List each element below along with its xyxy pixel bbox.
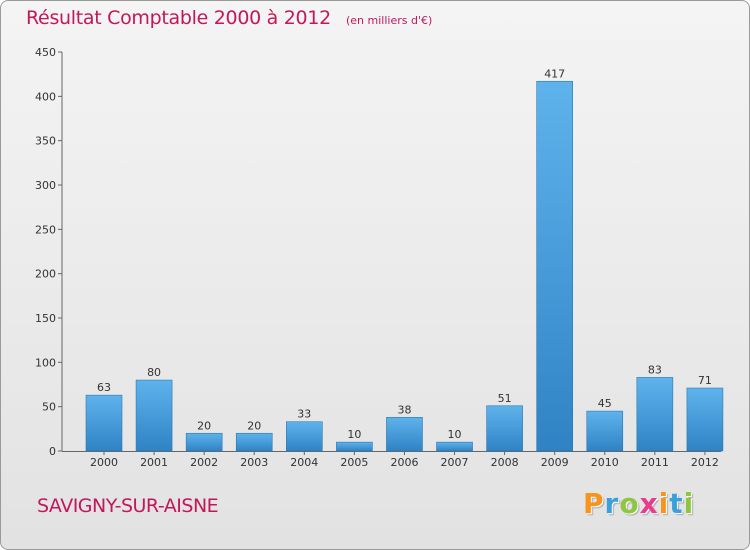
data-label: 51 [498,392,512,405]
bar [235,432,273,452]
x-tick-label: 2012 [691,456,719,469]
y-tick-label: 350 [35,135,56,148]
proxiti-logo: Proxiti [583,487,694,520]
bar [185,432,223,452]
data-label: 80 [147,366,161,379]
bar [536,80,573,452]
bar [286,421,323,452]
bar [686,387,724,452]
bar [386,417,423,452]
bar [135,379,173,452]
brand-letter: r [604,487,620,520]
brand-letter: o [619,487,640,520]
y-tick-label: 150 [35,312,56,325]
brand-letter: i [658,487,670,520]
x-tick-label: 2009 [541,456,569,469]
data-label: 38 [397,403,411,416]
bar [586,410,624,452]
data-label: 45 [598,397,612,410]
bar [436,441,473,452]
bar [636,377,674,452]
brand-letter: t [669,487,684,520]
brand-letter: i [683,487,695,520]
chart-title: Résultat Comptable 2000 à 2012 [26,7,331,29]
y-tick-label: 300 [35,179,56,192]
bar [486,405,523,452]
y-tick-label: 50 [42,401,56,414]
x-tick-label: 2003 [240,456,268,469]
x-tick-label: 2008 [491,456,519,469]
data-label: 83 [648,363,662,376]
x-tick-label: 2004 [290,456,318,469]
y-tick-label: 450 [35,46,56,59]
data-label: 33 [297,408,311,421]
bar [85,394,123,452]
data-label: 10 [448,428,462,441]
y-tick-label: 100 [35,356,56,369]
data-label: 20 [247,419,261,432]
title-row: Résultat Comptable 2000 à 2012 (en milli… [26,7,432,29]
data-label: 417 [544,67,565,80]
x-tick-label: 2010 [591,456,619,469]
data-label: 71 [698,374,712,387]
data-label: 20 [197,419,211,432]
y-tick-label: 250 [35,223,56,236]
bar [336,441,373,452]
y-tick-label: 200 [35,268,56,281]
y-tick-label: 0 [49,445,56,458]
location-name: SAVIGNY-SUR-AISNE [37,495,219,517]
x-tick-label: 2011 [641,456,669,469]
x-tick-label: 2005 [340,456,368,469]
y-tick-label: 400 [35,90,56,103]
brand-letter: x [639,487,659,520]
x-tick-label: 2001 [140,456,168,469]
x-tick-label: 2000 [90,456,118,469]
brand-letter: P [583,487,605,520]
x-tick-label: 2007 [441,456,469,469]
chart-subtitle: (en milliers d'€) [345,14,433,27]
data-label: 10 [347,428,361,441]
data-label: 63 [97,381,111,394]
x-tick-label: 2006 [390,456,418,469]
x-tick-label: 2002 [190,456,218,469]
